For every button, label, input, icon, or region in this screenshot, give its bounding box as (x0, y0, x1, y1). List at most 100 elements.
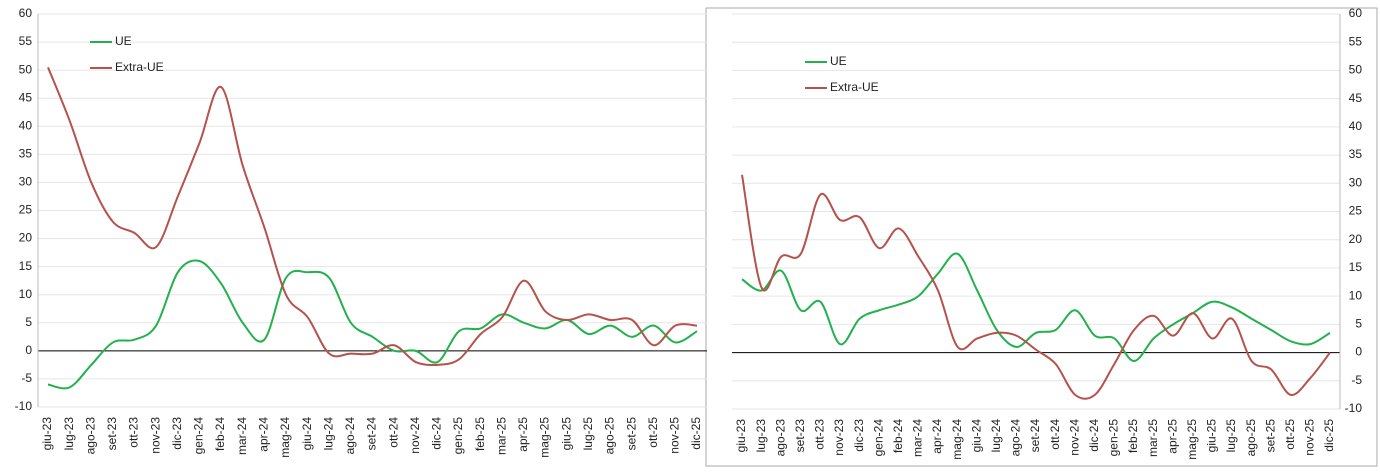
legend-label: Extra-UE (830, 80, 879, 94)
x-tick-label: giu-23 (40, 417, 54, 451)
y-tick-label: 50 (19, 62, 33, 76)
x-tick-label: nov-23 (832, 419, 846, 456)
x-tick-label: ott-24 (386, 417, 400, 448)
y-tick-label: 20 (1349, 232, 1363, 246)
x-tick-label: giu-25 (559, 417, 573, 451)
x-tick-label: ago-24 (343, 417, 357, 455)
x-tick-label: nov-25 (668, 417, 682, 454)
y-tick-label: 45 (19, 90, 33, 104)
x-tick-label: dic-25 (689, 417, 703, 450)
x-tick-label: ago-24 (1009, 419, 1023, 457)
x-tick-label: ott-25 (646, 417, 660, 448)
x-tick-label: lug-24 (321, 417, 335, 451)
y-tick-label: 0 (1355, 345, 1362, 359)
line (47, 259, 698, 390)
x-tick-label: giu-25 (1205, 419, 1219, 453)
x-tick-label: set-23 (793, 419, 807, 453)
x-tick-label: dic-25 (1322, 419, 1336, 452)
x-tick-label: gen-24 (871, 419, 885, 457)
x-tick-label: ago-23 (773, 419, 787, 457)
x-tick-label: feb-24 (213, 417, 227, 451)
x-tick-label: gen-25 (451, 417, 465, 455)
y-tick-label: 60 (1349, 6, 1363, 20)
y-tick-label: 40 (1349, 119, 1363, 133)
legend-label: UE (115, 34, 132, 48)
x-tick-label: apr-24 (257, 417, 271, 452)
line (741, 252, 1331, 363)
frame (705, 7, 1378, 467)
y-tick-label: 25 (1349, 204, 1363, 218)
y-tick-label: -5 (21, 371, 32, 385)
x-tick-label: mar-25 (1146, 419, 1160, 457)
y-tick-label: 20 (19, 231, 33, 245)
x-tick-label: nov-24 (1067, 419, 1081, 456)
x-tick-label: nov-25 (1303, 419, 1317, 456)
x-tick-label: gen-25 (1107, 419, 1121, 457)
y-tick-label: 5 (1355, 317, 1362, 331)
x-tick-label: mag-25 (1185, 419, 1199, 460)
x-tick-label: dic-23 (170, 417, 184, 450)
x-tick-label: ott-23 (813, 419, 827, 450)
x-tick-label: lug-23 (754, 419, 768, 453)
x-tick-label: ago-25 (603, 417, 617, 455)
x-tick-label: set-23 (105, 417, 119, 451)
legend-label: UE (830, 54, 847, 68)
x-tick-label: mag-25 (538, 417, 552, 458)
y-tick-label: 55 (1349, 34, 1363, 48)
x-tick-label: set-24 (1028, 419, 1042, 453)
x-tick-label: nov-23 (148, 417, 162, 454)
y-tick-label: 35 (1349, 147, 1363, 161)
x-tick-label: mar-24 (911, 419, 925, 457)
y-tick-label: 25 (19, 203, 33, 217)
x-tick-label: mag-24 (278, 417, 292, 458)
x-tick-label: feb-24 (891, 419, 905, 453)
x-tick-label: ott-24 (1048, 419, 1062, 450)
y-tick-label: -5 (1351, 373, 1362, 387)
x-tick-label: apr-25 (1165, 419, 1179, 454)
line (741, 174, 1331, 400)
y-tick-label: -10 (1345, 401, 1363, 415)
y-tick-label: 30 (19, 175, 33, 189)
y-tick-label: 30 (1349, 175, 1363, 189)
x-tick-label: feb-25 (1126, 419, 1140, 453)
x-tick-label: lug-25 (1224, 419, 1238, 453)
y-tick-label: -10 (15, 399, 33, 413)
x-tick-label: giu-24 (969, 419, 983, 453)
legend-label: Extra-UE (115, 60, 164, 74)
x-tick-label: mar-25 (494, 417, 508, 455)
y-tick-label: 10 (1349, 288, 1363, 302)
y-tick-label: 55 (19, 34, 33, 48)
x-tick-label: ott-25 (1283, 419, 1297, 450)
line (47, 66, 698, 367)
y-tick-label: 15 (1349, 260, 1363, 274)
x-tick-label: lug-23 (62, 417, 76, 451)
x-tick-label: ott-23 (127, 417, 141, 448)
y-tick-label: 50 (1349, 63, 1363, 77)
x-tick-label: mag-24 (950, 419, 964, 460)
y-tick-label: 35 (19, 147, 33, 161)
x-tick-label: ago-25 (1244, 419, 1258, 457)
y-tick-label: 60 (19, 6, 33, 20)
y-tick-label: 45 (1349, 91, 1363, 105)
x-tick-label: gen-24 (192, 417, 206, 455)
x-tick-label: ago-23 (83, 417, 97, 455)
x-tick-label: feb-25 (473, 417, 487, 451)
x-tick-label: mar-24 (235, 417, 249, 455)
y-tick-label: 10 (19, 287, 33, 301)
x-tick-label: nov-24 (408, 417, 422, 454)
x-tick-label: lug-25 (581, 417, 595, 451)
x-tick-label: apr-25 (516, 417, 530, 452)
x-tick-label: giu-23 (734, 419, 748, 453)
y-tick-label: 40 (19, 118, 33, 132)
x-tick-label: set-24 (365, 417, 379, 451)
x-tick-label: lug-24 (989, 419, 1003, 453)
y-tick-label: 5 (25, 315, 32, 329)
x-tick-label: set-25 (624, 417, 638, 451)
x-tick-label: apr-24 (930, 419, 944, 454)
x-tick-label: set-25 (1263, 419, 1277, 453)
y-tick-label: 15 (19, 259, 33, 273)
y-tick-label: 0 (25, 343, 32, 357)
x-tick-label: giu-24 (300, 417, 314, 451)
